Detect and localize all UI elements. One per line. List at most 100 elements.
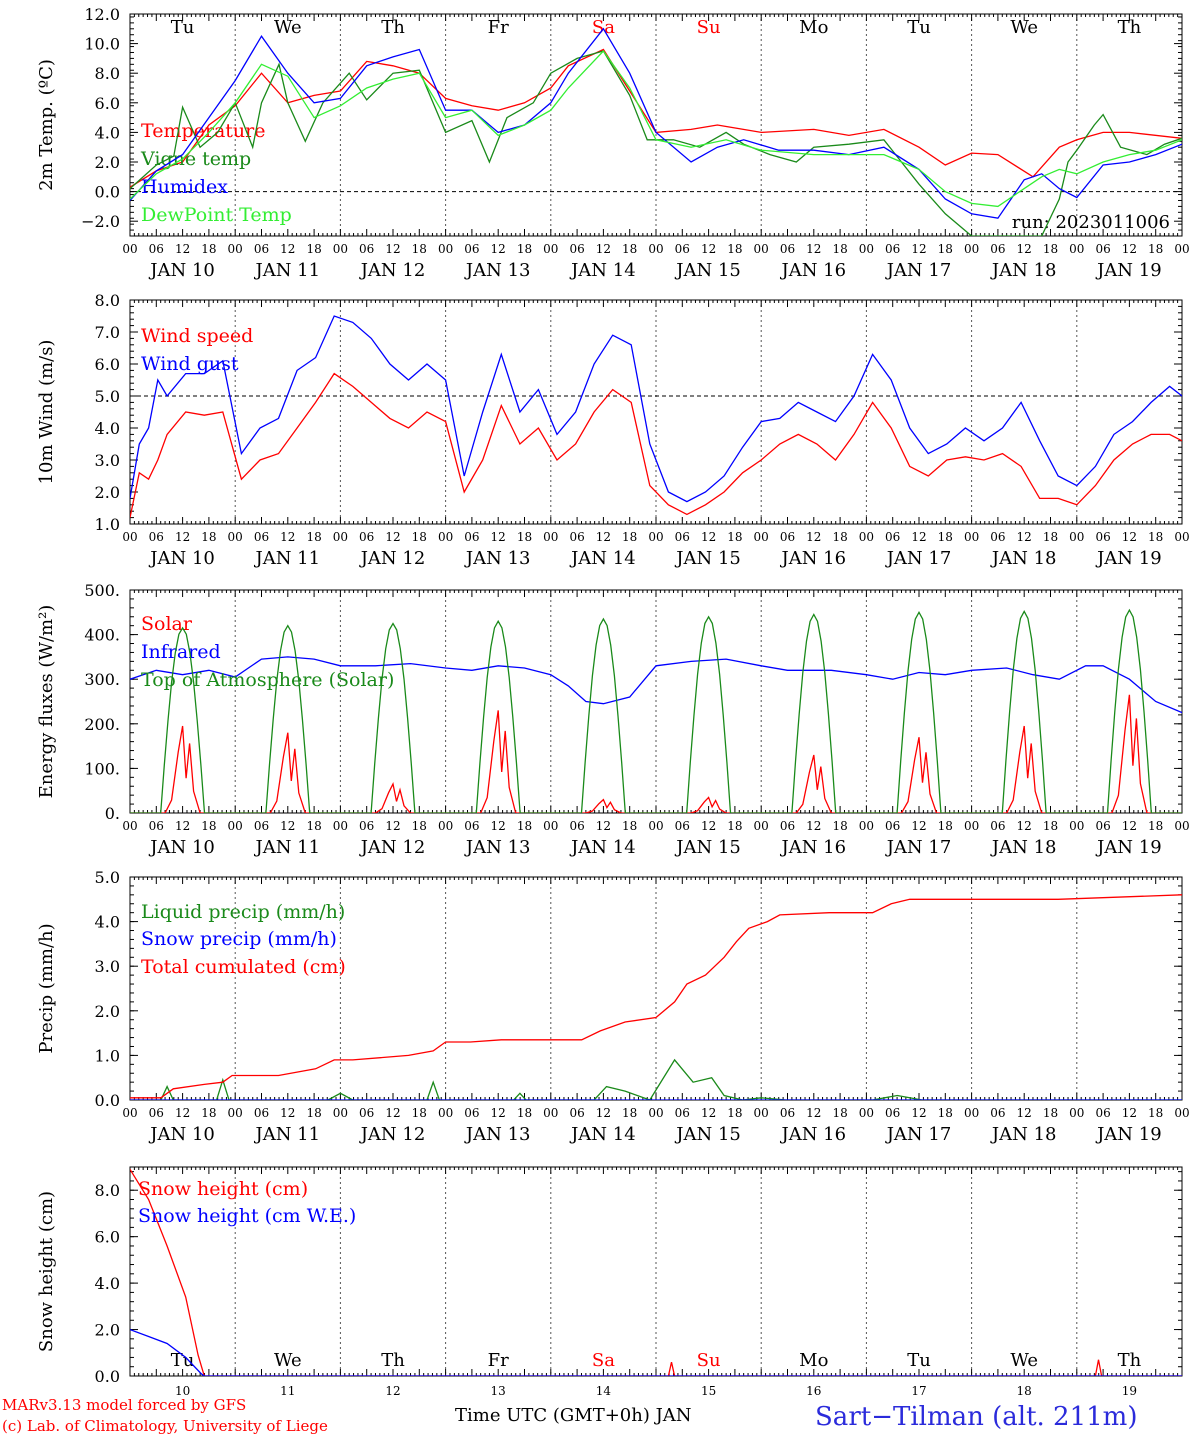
date-label: JAN 15	[674, 837, 741, 858]
date-label: JAN 19	[1095, 260, 1162, 281]
date-label: JAN 13	[464, 548, 531, 569]
hour-tick-label: 12	[175, 819, 190, 833]
hour-tick-label: 18	[517, 242, 532, 256]
y-tick-label: 500.	[84, 581, 120, 600]
hour-tick-label: 12	[596, 242, 611, 256]
hour-tick-label: 18	[1043, 242, 1058, 256]
hour-tick-label: 00	[859, 530, 874, 544]
hour-tick-label: 18	[938, 819, 953, 833]
date-label: JAN 13	[464, 260, 531, 281]
hour-tick-label: 18	[306, 242, 321, 256]
legend-entry: Vigne temp	[140, 148, 251, 170]
day-number-label: 16	[806, 1384, 821, 1398]
hour-tick-label: 06	[885, 242, 900, 256]
y-tick-label: 3.0	[95, 451, 120, 470]
hour-tick-label: 06	[569, 1106, 584, 1120]
date-label: JAN 13	[464, 837, 531, 858]
panel-5: 0.0 2.0 4.0 6.0 8.0 Snow height (cm) Tu We Th Fr S…	[36, 1166, 1183, 1398]
series-line-2	[130, 1328, 1182, 1376]
legend-entry: Temperature	[141, 120, 265, 142]
hour-tick-label: 00	[1174, 819, 1189, 833]
date-label: JAN 17	[885, 837, 952, 858]
hour-tick-label: 12	[175, 530, 190, 544]
hour-tick-label: 00	[964, 242, 979, 256]
date-label: JAN 16	[780, 837, 847, 858]
legend-entry: Solar	[141, 613, 193, 635]
hour-tick-label: 12	[280, 819, 295, 833]
weekday-label: Sa	[592, 1350, 615, 1371]
hour-tick-label: 00	[122, 1106, 137, 1120]
hour-tick-label: 18	[727, 530, 742, 544]
hour-tick-label: 12	[1122, 1106, 1137, 1120]
weekday-label: Tu	[171, 1350, 195, 1371]
hour-tick-label: 12	[806, 242, 821, 256]
hour-tick-label: 06	[1095, 530, 1110, 544]
hour-tick-label: 18	[201, 1106, 216, 1120]
hour-tick-label: 00	[754, 819, 769, 833]
hour-tick-label: 18	[727, 242, 742, 256]
legend-entry: Snow height (cm)	[138, 1178, 308, 1200]
legend-entry: Total cumulated (cm)	[141, 956, 346, 978]
panel-3: 0. 100. 200. 300. 400. 500. Energy fluxes (W/m…	[36, 581, 1190, 858]
hour-tick-label: 12	[806, 530, 821, 544]
hour-tick-label: 12	[911, 530, 926, 544]
hour-tick-label: 00	[543, 1106, 558, 1120]
hour-tick-label: 00	[438, 819, 453, 833]
hour-tick-label: 18	[412, 1106, 427, 1120]
hour-tick-label: 18	[938, 242, 953, 256]
hour-tick-label: 00	[1069, 242, 1084, 256]
legend-entry: Wind speed	[141, 325, 253, 347]
hour-tick-label: 12	[1017, 530, 1032, 544]
hour-tick-label: 12	[1017, 819, 1032, 833]
hour-tick-label: 06	[254, 819, 269, 833]
date-label: JAN 14	[569, 1124, 636, 1145]
hour-tick-label: 06	[254, 530, 269, 544]
weekday-label: We	[1010, 17, 1038, 38]
date-label: JAN 16	[780, 260, 847, 281]
date-label: JAN 14	[569, 548, 636, 569]
hour-tick-label: 06	[254, 1106, 269, 1120]
weekday-label: We	[274, 1350, 302, 1371]
day-number-label: 18	[1017, 1384, 1032, 1398]
hour-tick-label: 12	[701, 530, 716, 544]
date-label: JAN 18	[990, 1124, 1057, 1145]
y-tick-label: 2.0	[95, 1002, 120, 1021]
hour-tick-label: 12	[911, 242, 926, 256]
hour-tick-label: 06	[1095, 819, 1110, 833]
hour-tick-label: 18	[622, 819, 637, 833]
hour-tick-label: 06	[675, 819, 690, 833]
hour-tick-label: 06	[359, 530, 374, 544]
weekday-label: Su	[697, 17, 721, 38]
y-axis-title: Precip (mm/h)	[36, 923, 57, 1053]
hour-tick-label: 18	[1148, 819, 1163, 833]
day-number-label: 19	[1122, 1384, 1137, 1398]
weekday-label: Su	[697, 1350, 721, 1371]
weekday-label: Mo	[799, 17, 828, 38]
y-tick-label: 5.0	[95, 868, 120, 887]
weekday-label: Sa	[592, 17, 615, 38]
hour-tick-label: 06	[359, 242, 374, 256]
date-label: JAN 17	[885, 260, 952, 281]
model-credit: MARv3.13 model forced by GFS	[2, 1396, 247, 1414]
series-line-2	[130, 315, 1182, 503]
hour-tick-label: 00	[754, 242, 769, 256]
date-label: JAN 11	[254, 837, 321, 858]
weekday-label: Tu	[907, 1350, 931, 1371]
y-axis-title: Energy fluxes (W/m²)	[36, 605, 57, 799]
hour-tick-label: 12	[911, 819, 926, 833]
date-label: JAN 17	[885, 548, 952, 569]
y-tick-label: 5.0	[95, 387, 120, 406]
day-number-label: 14	[596, 1384, 612, 1398]
y-axis-title: Snow height (cm)	[36, 1191, 57, 1352]
weekday-label: Tu	[171, 17, 195, 38]
weekday-label: Th	[381, 17, 405, 38]
y-tick-label: 8.0	[95, 1181, 120, 1200]
hour-tick-label: 06	[464, 1106, 479, 1120]
weekday-label: Th	[1118, 17, 1142, 38]
hour-tick-label: 12	[385, 819, 400, 833]
hour-tick-label: 12	[596, 530, 611, 544]
day-number-label: 13	[491, 1384, 506, 1398]
hour-tick-label: 00	[333, 242, 348, 256]
y-tick-label: 200.	[84, 715, 120, 734]
hour-tick-label: 06	[780, 1106, 795, 1120]
